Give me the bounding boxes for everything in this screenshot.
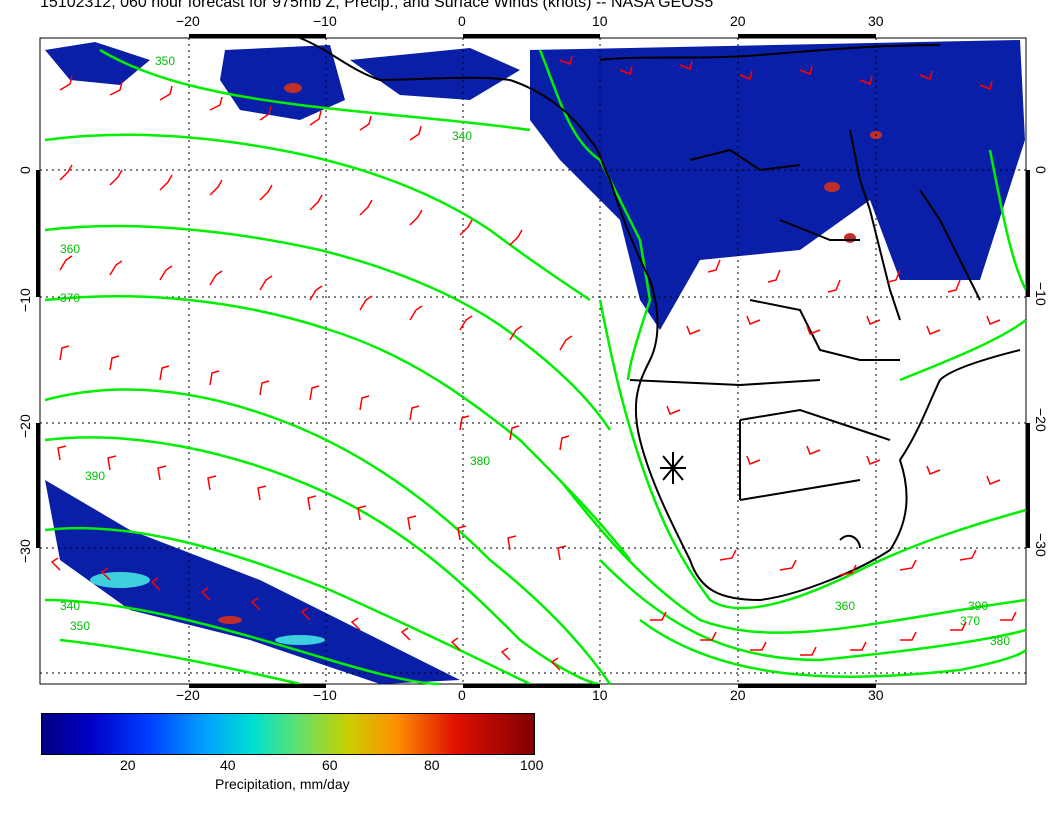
contour-label: 370: [60, 291, 80, 305]
contour-label: 390: [85, 469, 105, 483]
contour-label-group: 350 340 360 370 380 390 340 350 360 370 …: [60, 54, 1010, 648]
contour-label: 370: [960, 614, 980, 628]
lon-tick-top: 10: [592, 13, 608, 29]
lat-tick-right: −20: [1033, 408, 1049, 432]
lon-tick-bottom: 0: [458, 687, 466, 700]
lon-tick-top: 20: [730, 13, 746, 29]
contour-label: 380: [470, 454, 490, 468]
precip-area-gulf: [220, 45, 345, 120]
lon-tick-top: 0: [458, 13, 466, 29]
precipitation-colorbar: [41, 713, 535, 755]
colorbar-tick: 60: [322, 757, 338, 773]
lon-tick-top: −20: [176, 13, 200, 29]
contour-label: 350: [70, 619, 90, 633]
wind-barb-layer: [50, 55, 1017, 671]
colorbar-tick: 100: [520, 757, 544, 773]
lat-tick-right: −10: [1033, 282, 1049, 306]
precip-area-coast: [350, 48, 520, 100]
precipitation-layer: [45, 40, 1025, 684]
colorbar-title: Precipitation, mm/day: [215, 776, 350, 792]
coastline-layer: [299, 37, 1021, 602]
lat-tick-left: −10: [17, 288, 33, 312]
lat-lon-grid: [40, 38, 1026, 684]
contour-label: 390: [968, 599, 988, 613]
axis-tick-bars: [36, 34, 1030, 688]
lat-tick-right: −30: [1033, 533, 1049, 557]
contour-label: 380: [990, 634, 1010, 648]
lon-tick-bottom: −20: [176, 687, 200, 700]
lon-tick-bottom: 20: [730, 687, 746, 700]
contour-label: 340: [452, 129, 472, 143]
height-contours: [44, 48, 1028, 686]
contour-label: 350: [155, 54, 175, 68]
precip-area-south-atlantic: [45, 480, 460, 684]
lon-tick-bottom: −10: [313, 687, 337, 700]
colorbar-tick: 40: [220, 757, 236, 773]
forecast-map: 350 340 360 370 380 390 340 350 360 370 …: [17, 13, 1049, 700]
colorbar-tick: 20: [120, 757, 136, 773]
chart-title: 15102312, 060 hour forecast for 975mb Z,…: [40, 0, 714, 11]
lat-tick-right: 0: [1033, 166, 1049, 174]
contour-label: 360: [60, 242, 80, 256]
contour-label: 360: [835, 599, 855, 613]
lon-tick-top: 30: [868, 13, 884, 29]
lon-tick-bottom: 10: [592, 687, 608, 700]
precip-area-nw: [45, 42, 150, 85]
colorbar-tick: 80: [424, 757, 440, 773]
contour-label: 340: [60, 599, 80, 613]
lon-tick-top: −10: [313, 13, 337, 29]
lat-tick-left: −30: [17, 539, 33, 563]
precip-area-central-africa: [530, 40, 1025, 330]
lat-tick-left: −20: [17, 414, 33, 438]
lat-tick-left: 0: [17, 166, 33, 174]
lon-tick-bottom: 30: [868, 687, 884, 700]
asterisk-icon: [660, 452, 686, 484]
